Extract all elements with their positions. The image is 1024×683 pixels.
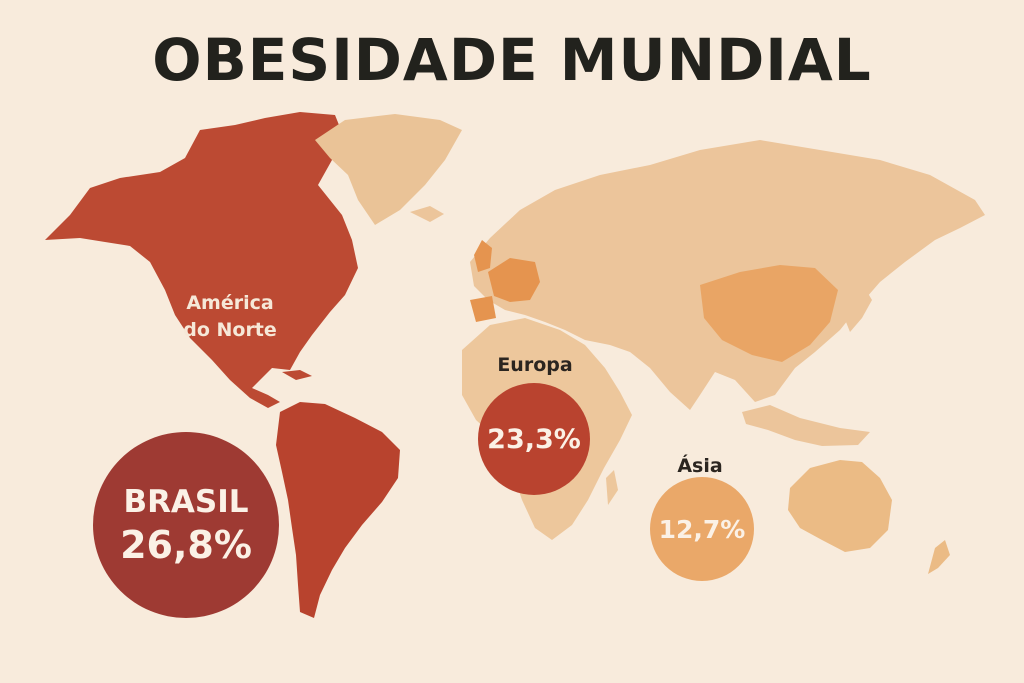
brasil-value: 26,8%: [120, 523, 252, 567]
asia-value: 12,7%: [658, 514, 746, 544]
uk-shape: [474, 240, 492, 272]
asia-bubble: 12,7%: [650, 477, 754, 581]
brasil-name: BRASIL: [123, 484, 249, 520]
page-title: OBESIDADE MUNDIAL: [152, 26, 872, 94]
iberia-shape: [470, 296, 496, 322]
north-america-shape: [45, 112, 358, 408]
madagascar-shape: [606, 470, 618, 505]
japan-shape: [846, 290, 872, 332]
greenland-shape: [315, 114, 462, 225]
europa-label: Europa: [497, 354, 573, 376]
asia-label: Ásia: [677, 455, 723, 477]
europe-highlight-shape: [488, 258, 540, 302]
iceland-shape: [410, 206, 444, 222]
north-america-label: América do Norte: [150, 290, 310, 344]
north-america-label-line1: América: [186, 292, 274, 314]
south-america-shape: [276, 402, 400, 618]
brasil-bubble: BRASIL 26,8%: [93, 432, 279, 618]
north-america-label-line2: do Norte: [183, 319, 277, 341]
eurasia-shape: [470, 140, 985, 410]
caribbean-shape: [282, 370, 312, 380]
china-shape: [700, 265, 838, 362]
indonesia-shape: [742, 405, 870, 446]
europa-bubble: 23,3%: [478, 383, 590, 495]
new-zealand-shape: [928, 540, 950, 574]
australia-shape: [788, 460, 892, 552]
europa-value: 23,3%: [487, 423, 581, 455]
